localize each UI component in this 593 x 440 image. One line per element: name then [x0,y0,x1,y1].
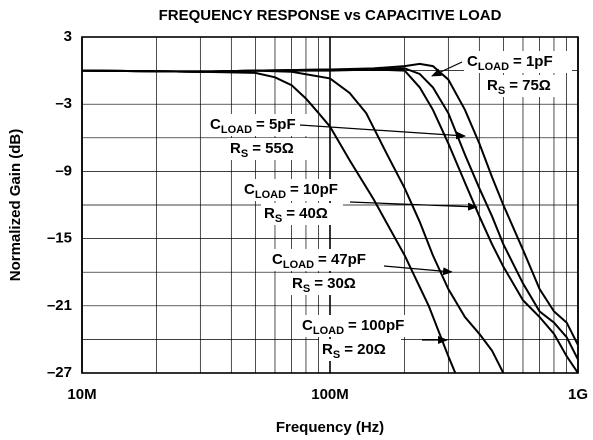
annotation-value: = 5pF [256,116,296,133]
annotation: RS = 20Ω [322,341,386,361]
annotation-letter: C [272,251,283,268]
y-tick-label: –21 [47,297,72,314]
annotation-subscript: S [241,148,248,160]
y-tick-label: –15 [47,230,72,247]
annotation-arrow [349,201,478,211]
annotation-letter: R [264,205,275,222]
annotation-subscript: S [303,283,310,295]
line-series [82,68,578,373]
annotation-subscript: S [275,213,282,225]
annotation-letter: C [244,181,255,198]
annotation-subscript: LOAD [221,124,252,136]
annotation-value: = 100pF [348,317,404,334]
y-tick-label: –27 [47,364,72,381]
annotation-bg [261,203,343,225]
annotation-bg [299,315,407,337]
annotation: CLOAD = 10pF [244,181,338,201]
line-series [82,69,505,373]
annotation-subscript: LOAD [283,259,314,271]
x-tick-label: 10M [67,386,96,403]
annotation-value: = 75Ω [509,77,551,94]
annotation-bg [319,339,401,361]
annotation: CLOAD = 47pF [272,251,366,271]
annotation-bg [227,138,309,160]
chart-title: FREQUENCY RESPONSE vs CAPACITIVE LOAD [159,7,502,24]
annotation-bg [289,273,371,295]
annotation-value: = 55Ω [252,140,294,157]
annotation: RS = 55Ω [230,140,294,160]
annotation-value: = 40Ω [286,205,328,222]
y-tick-label: –3 [55,95,72,112]
x-tick-label: 1G [568,386,588,403]
y-tick-label: –9 [55,162,72,179]
annotation-value: = 47pF [318,251,366,268]
annotation: CLOAD = 5pF [210,116,296,136]
x-axis-label: Frequency (Hz) [276,419,384,436]
annotation-letter: R [322,341,333,358]
y-tick-label: 3 [64,28,72,45]
annotation-value: = 20Ω [344,341,386,358]
annotation-letter: R [230,140,241,157]
annotation-bg [241,179,349,201]
annotation: RS = 30Ω [292,275,356,295]
annotation-letter: C [210,116,221,133]
annotation-bg [207,114,315,136]
annotation-letter: C [302,317,313,334]
annotation: CLOAD = 1pF [467,53,553,73]
annotation-value: = 10pF [290,181,338,198]
annotation-arrow [299,124,466,140]
annotation: RS = 75Ω [487,77,551,97]
annotation-subscript: S [498,85,505,97]
annotation: RS = 40Ω [264,205,328,225]
annotation-letter: C [467,53,478,70]
annotation-letter: R [292,275,303,292]
line-series [82,69,457,373]
annotation-subscript: LOAD [478,61,509,73]
annotation-arrow [383,265,453,276]
annotation-subscript: LOAD [313,325,344,337]
plot-frame [81,36,579,374]
annotation-bg [269,249,377,271]
y-axis-label: Normalized Gain (dB) [7,129,24,282]
annotation: CLOAD = 100pF [302,317,404,337]
annotation-value: = 1pF [513,53,553,70]
x-tick-label: 100M [311,386,349,403]
annotation-letter: R [487,77,498,94]
annotation-arrow [431,61,463,77]
annotation-subscript: S [333,349,340,361]
annotation-bg [484,75,566,97]
annotation-subscript: LOAD [255,189,286,201]
annotation-value: = 30Ω [314,275,356,292]
annotation-bg [464,51,572,73]
